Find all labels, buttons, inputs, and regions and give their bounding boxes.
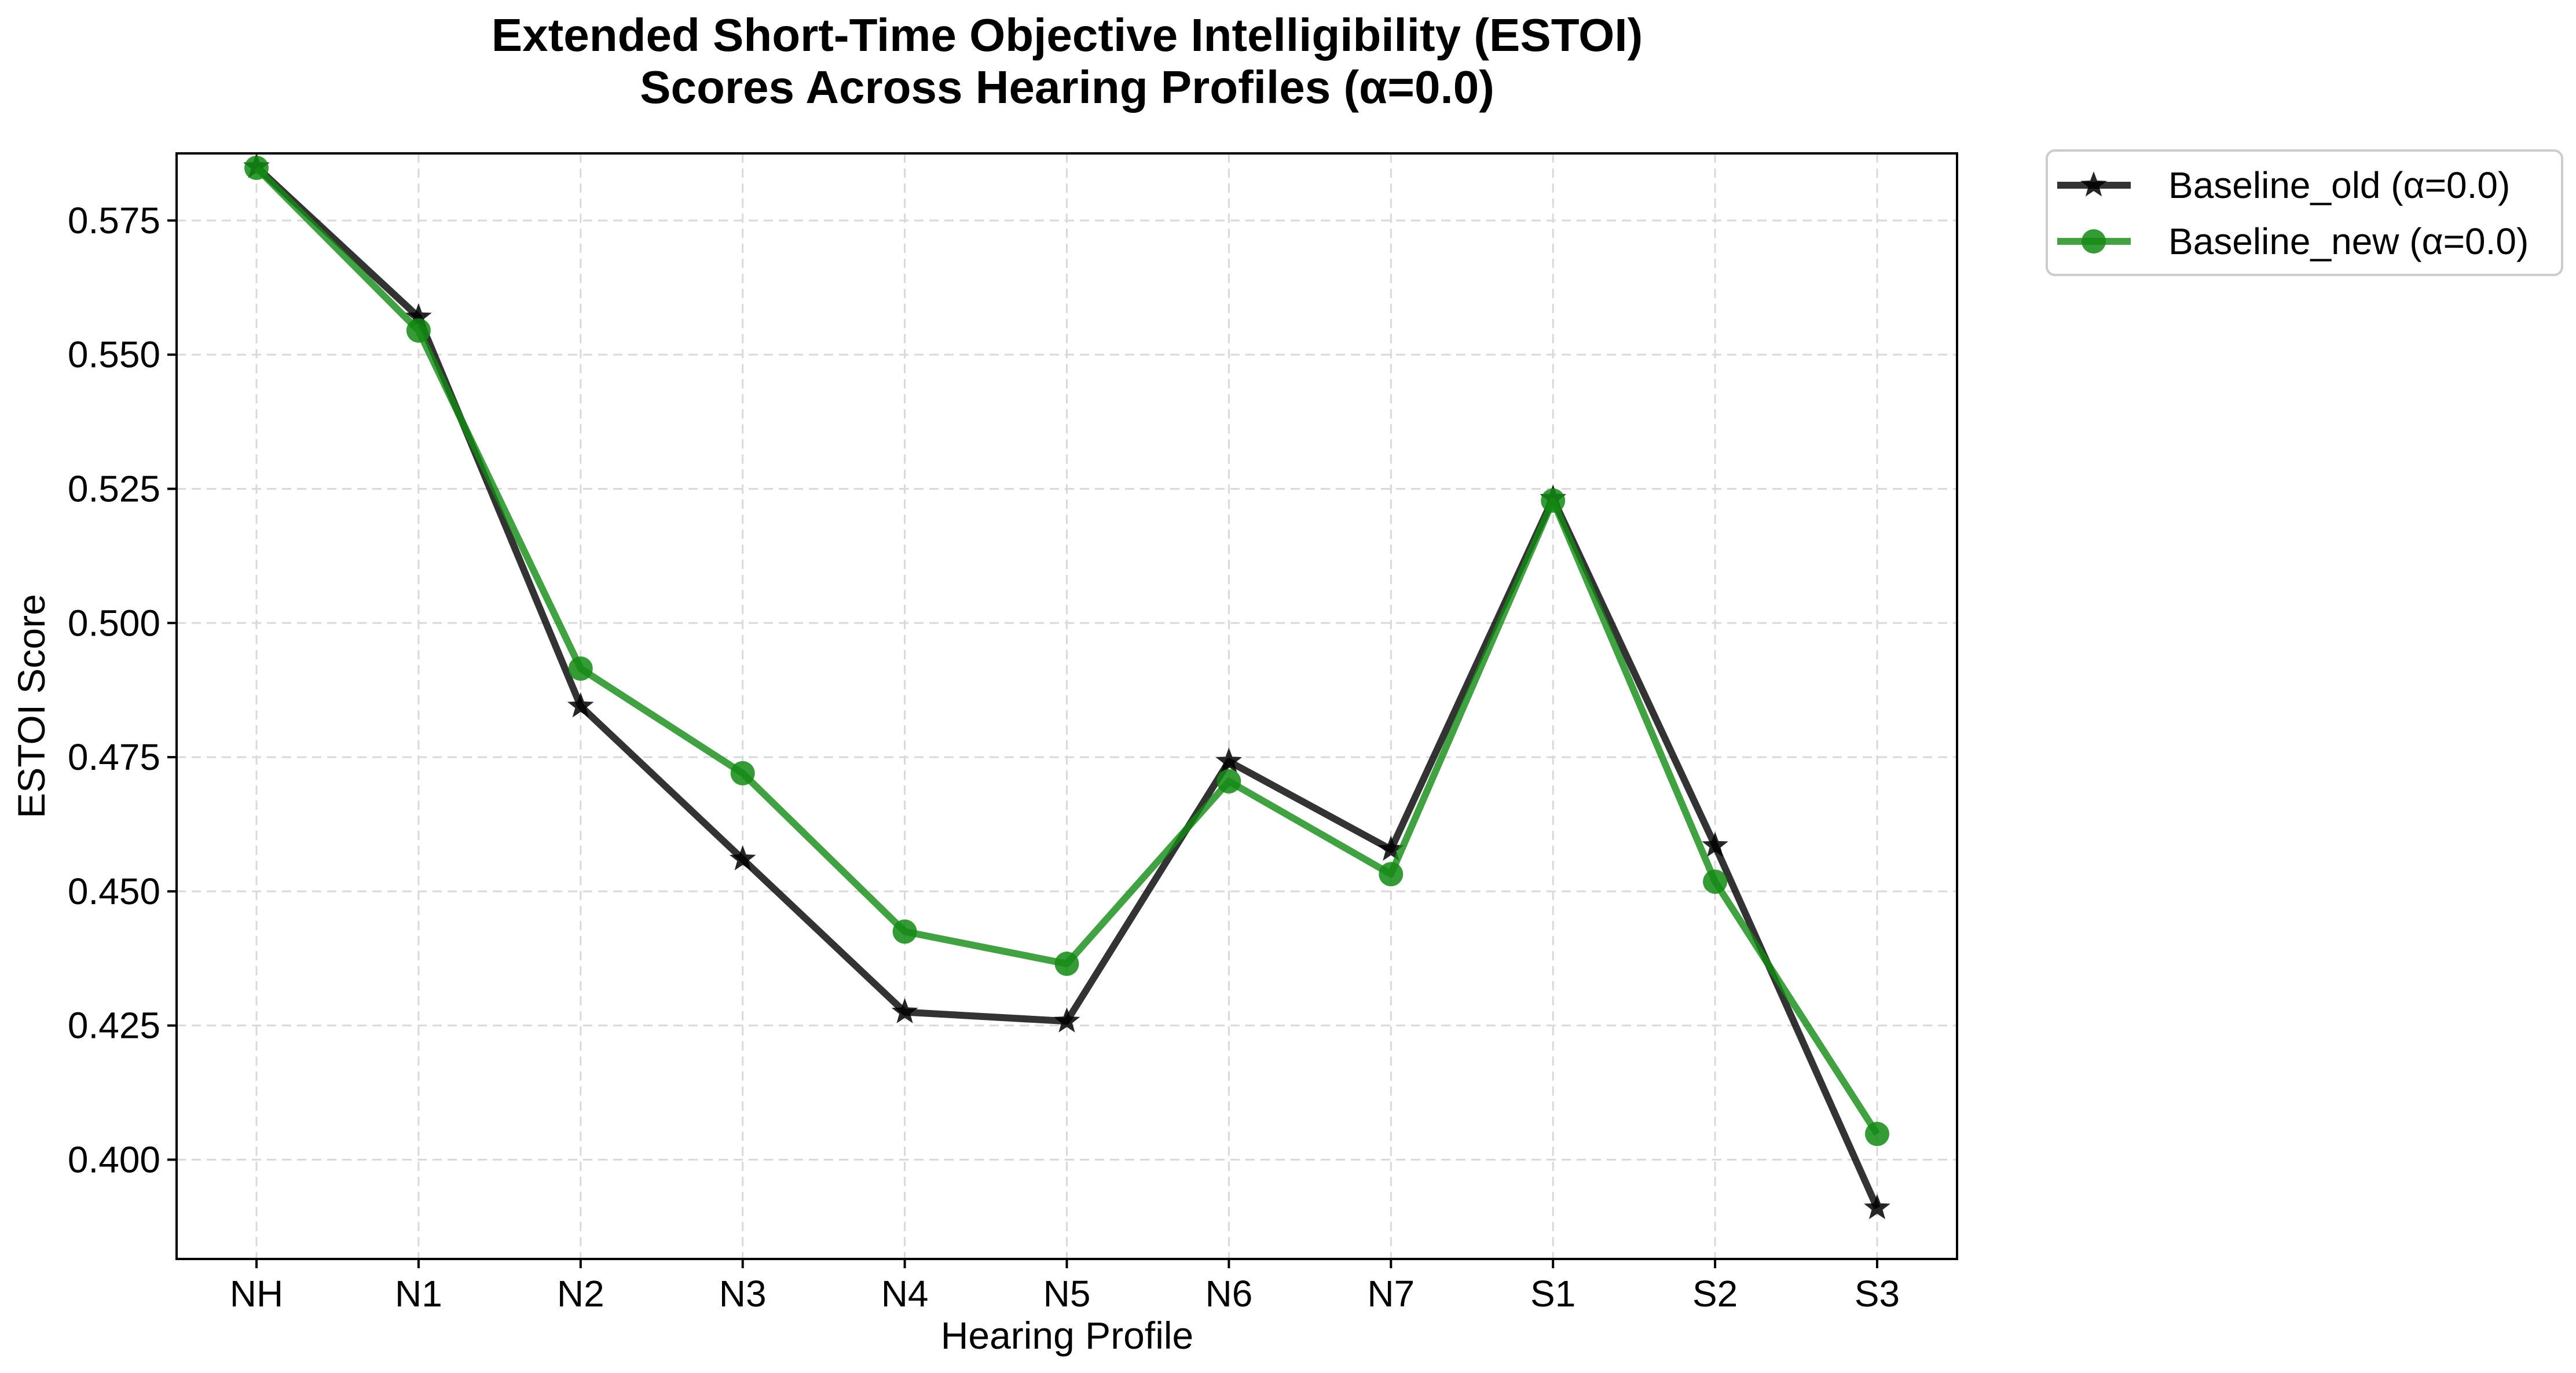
x-tick-label: N7 bbox=[1367, 1273, 1415, 1315]
chart-title: Extended Short-Time Objective Intelligib… bbox=[492, 9, 1643, 113]
data-point bbox=[730, 761, 755, 785]
data-point bbox=[892, 919, 917, 944]
legend: Baseline_old (α=0.0) Baseline_new (α=0.0) bbox=[2046, 149, 2563, 276]
chart-title-line-2: Scores Across Hearing Profiles (α=0.0) bbox=[640, 61, 1494, 113]
data-point bbox=[1864, 1194, 1890, 1220]
data-point bbox=[1053, 1007, 1080, 1033]
chart-title-line-1: Extended Short-Time Objective Intelligib… bbox=[492, 9, 1643, 61]
data-point bbox=[568, 656, 593, 681]
legend-entry: Baseline_new (α=0.0) bbox=[2057, 221, 2529, 262]
x-axis-label: Hearing Profile bbox=[941, 1314, 1194, 1357]
legend-frame bbox=[2046, 149, 2563, 276]
data-point bbox=[1703, 869, 1728, 894]
y-tick-label: 0.525 bbox=[68, 468, 160, 509]
y-axis-ticks: 0.400 0.425 0.450 0.475 0.500 0.525 0.550 0.575 bbox=[68, 200, 177, 1180]
x-tick-label: N1 bbox=[395, 1273, 442, 1315]
y-tick-label: 0.450 bbox=[68, 871, 160, 912]
series-2 bbox=[244, 156, 1889, 1146]
data-point bbox=[1865, 1121, 1889, 1146]
data-point bbox=[406, 318, 431, 343]
data-point bbox=[244, 156, 269, 181]
series-1 bbox=[243, 153, 1890, 1220]
x-tick-label: N2 bbox=[557, 1273, 604, 1315]
data-point bbox=[1377, 835, 1405, 861]
data-point bbox=[729, 845, 756, 871]
data-point bbox=[405, 303, 432, 329]
data-point bbox=[1541, 488, 1566, 513]
x-tick-label: S1 bbox=[1530, 1273, 1575, 1315]
legend-entries: Baseline_old (α=0.0) Baseline_new (α=0.0) bbox=[2057, 164, 2529, 262]
y-tick-label: 0.575 bbox=[68, 200, 160, 241]
data-point bbox=[1054, 952, 1079, 976]
legend-marker bbox=[2082, 229, 2106, 254]
legend-entry: Baseline_old (α=0.0) bbox=[2057, 164, 2510, 206]
data-point bbox=[1215, 747, 1243, 773]
legend-label: Baseline_new (α=0.0) bbox=[2168, 221, 2529, 262]
data-point bbox=[1702, 832, 1728, 857]
series-layer bbox=[243, 153, 1890, 1220]
x-tick-label: S3 bbox=[1855, 1273, 1900, 1315]
y-tick-label: 0.500 bbox=[68, 602, 160, 644]
data-point bbox=[567, 692, 594, 718]
y-tick-label: 0.425 bbox=[68, 1005, 160, 1047]
x-tick-label: N3 bbox=[719, 1273, 767, 1315]
x-tick-label: N6 bbox=[1205, 1273, 1252, 1315]
y-tick-label: 0.475 bbox=[68, 736, 160, 778]
y-axis-label: ESTOI Score bbox=[10, 594, 53, 818]
x-tick-label: S2 bbox=[1692, 1273, 1738, 1315]
data-point bbox=[1379, 862, 1404, 887]
y-tick-label: 0.400 bbox=[68, 1139, 160, 1180]
x-axis-ticks: NH N1 N2 N3 N4 N5 N6 N7 S1 S2 S3 bbox=[230, 1259, 1900, 1315]
x-tick-label: NH bbox=[230, 1273, 283, 1315]
legend-label: Baseline_old (α=0.0) bbox=[2168, 164, 2510, 206]
data-point bbox=[1216, 769, 1241, 794]
data-point bbox=[891, 998, 918, 1023]
legend-marker bbox=[2080, 171, 2107, 197]
y-tick-label: 0.550 bbox=[68, 334, 160, 376]
x-tick-label: N4 bbox=[881, 1273, 929, 1315]
x-tick-label: N5 bbox=[1043, 1273, 1091, 1315]
